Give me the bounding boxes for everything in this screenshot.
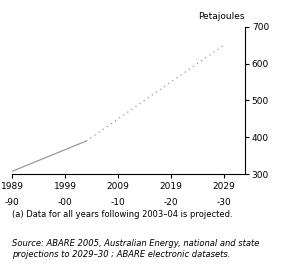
Text: 2029: 2029 [212, 182, 235, 191]
Text: Petajoules: Petajoules [198, 12, 245, 21]
Text: 2009: 2009 [106, 182, 129, 191]
Text: 2019: 2019 [159, 182, 182, 191]
Text: -20: -20 [163, 198, 178, 207]
Text: Source: ABARE 2005, Australian Energy, national and state
projections to 2029–30: Source: ABARE 2005, Australian Energy, n… [12, 239, 259, 259]
Text: -10: -10 [110, 198, 125, 207]
Text: 1999: 1999 [54, 182, 76, 191]
Text: -30: -30 [216, 198, 231, 207]
Text: -00: -00 [58, 198, 73, 207]
Text: -90: -90 [5, 198, 20, 207]
Text: 1989: 1989 [1, 182, 24, 191]
Text: (a) Data for all years following 2003–04 is projected.: (a) Data for all years following 2003–04… [12, 210, 233, 219]
